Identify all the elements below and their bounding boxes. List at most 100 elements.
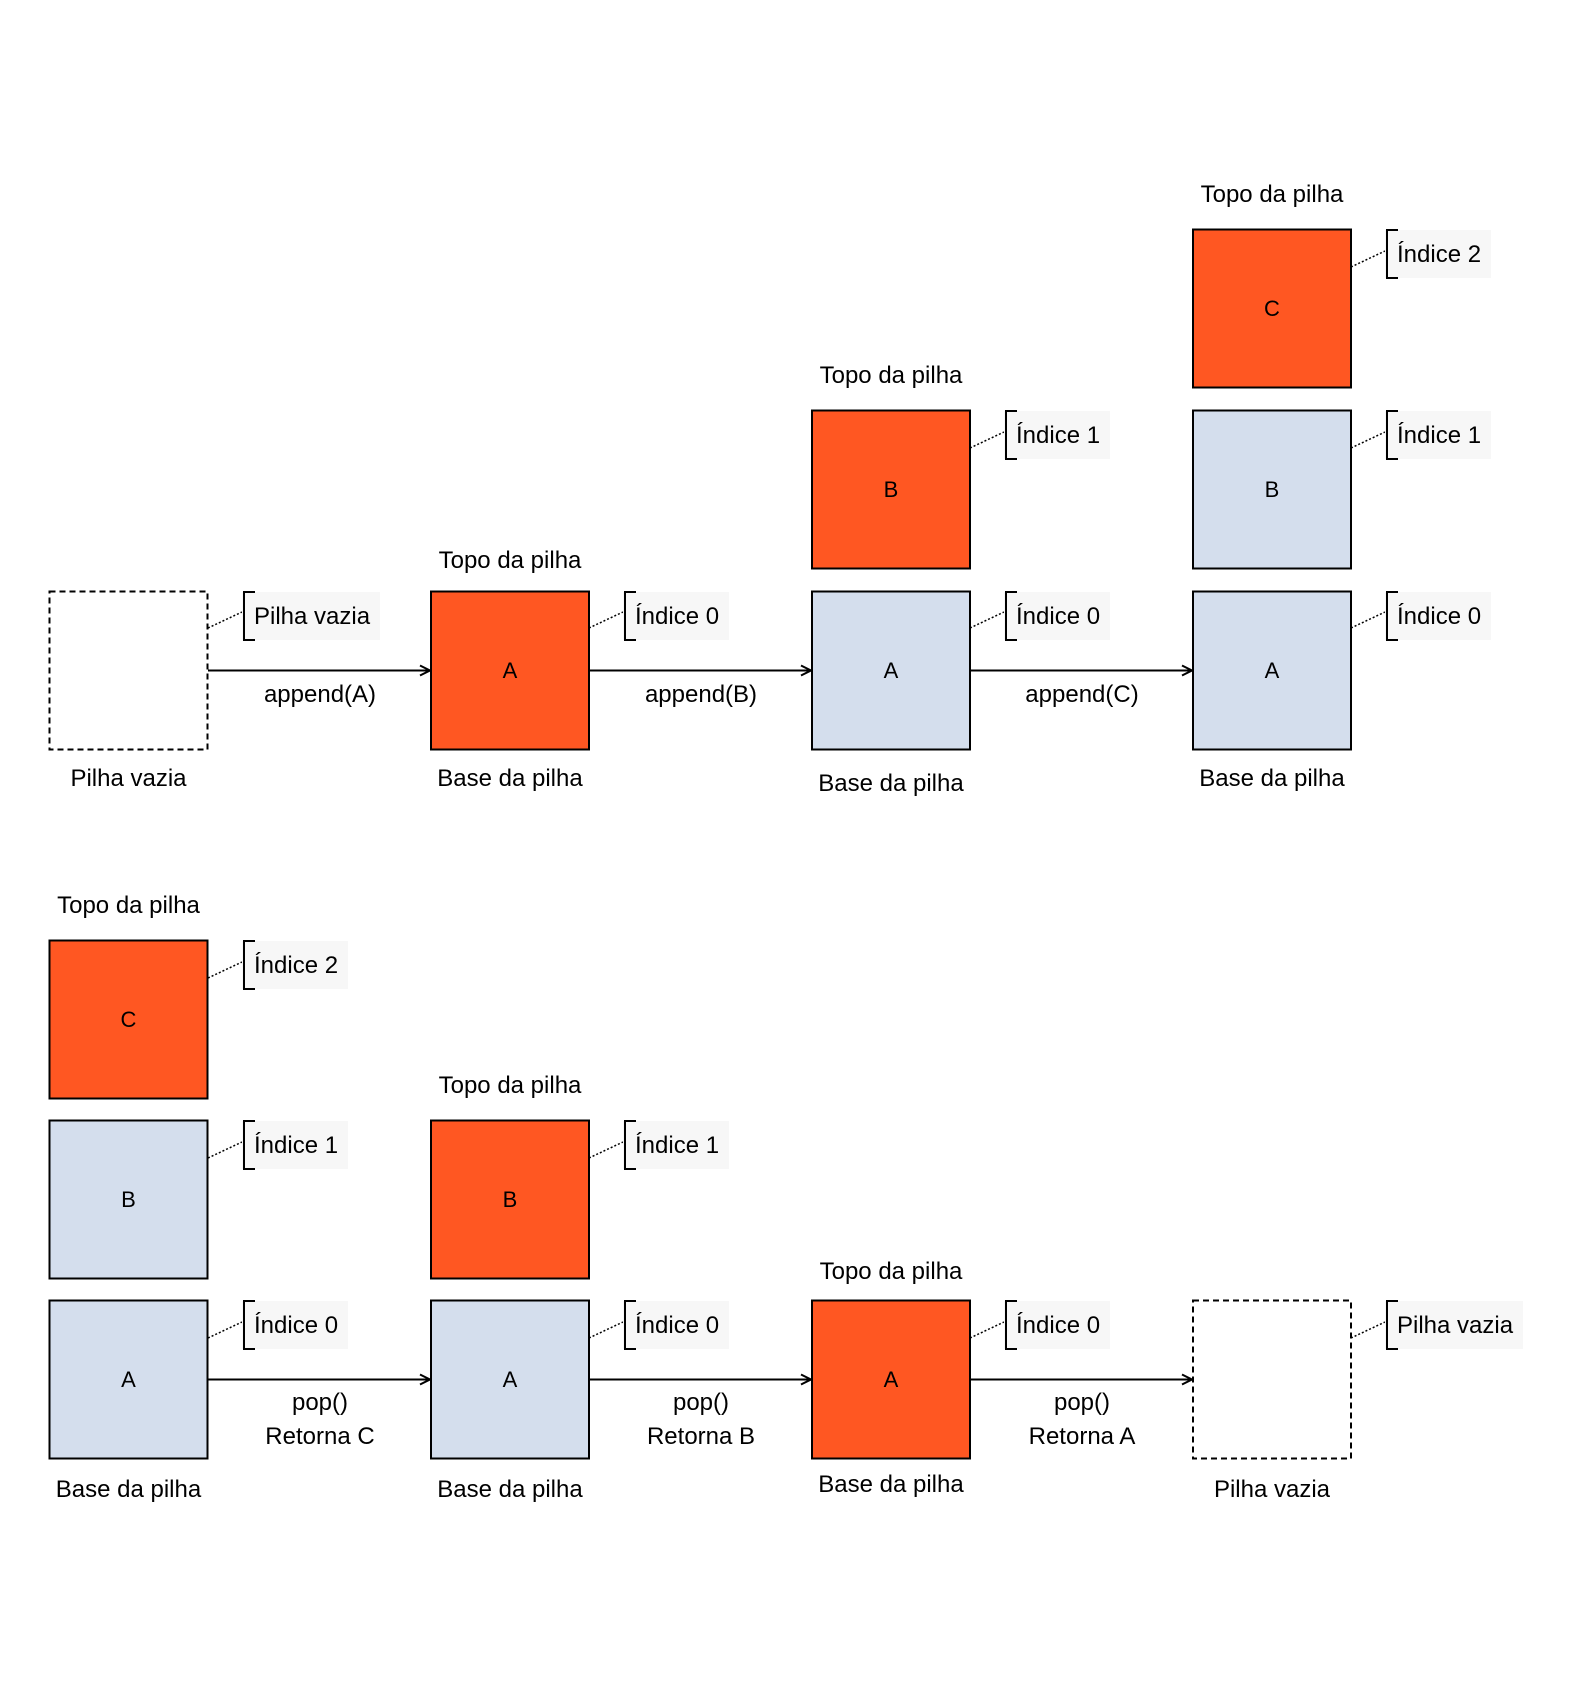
- stack-item-box: [430, 1119, 590, 1280]
- stack-item-value: A: [1265, 658, 1280, 683]
- stack-item-box: [811, 1299, 971, 1460]
- base-label: Base da pilha: [437, 1476, 583, 1503]
- note-connector: [1350, 1321, 1386, 1339]
- note-connector: [207, 611, 243, 629]
- top-label: Topo da pilha: [820, 362, 963, 389]
- note-background: [242, 592, 380, 640]
- stack-item-value: C: [1264, 296, 1280, 321]
- pop-arrow-2: pop() Retorna B: [589, 1380, 811, 1450]
- index-note: Índice 0: [207, 1300, 348, 1350]
- pop-stack-2: Topo da pilha B Índice 1 A Índic: [430, 1072, 729, 1503]
- note-connector: [207, 1141, 243, 1159]
- top-label: Topo da pilha: [439, 1072, 582, 1099]
- transition-label: pop(): [1054, 1389, 1110, 1416]
- note-bracket: [243, 1120, 255, 1170]
- index-note: Índice 1: [969, 410, 1110, 460]
- stack-item-box: [1192, 590, 1352, 751]
- empty-stack-note: Pilha vazia: [1350, 1300, 1523, 1350]
- push-stack-2: Topo da pilha B Índice 1 A Índic: [811, 362, 1110, 797]
- note-text: Índice 2: [1397, 241, 1481, 268]
- base-label: Base da pilha: [818, 770, 964, 797]
- note-connector: [1350, 611, 1386, 629]
- stack-item-box: [811, 590, 971, 751]
- push-empty-stack: Pilha vazia Pilha vazia: [48, 590, 380, 792]
- index-note: Índice 2: [207, 940, 348, 990]
- note-background: [242, 1121, 348, 1169]
- top-label: Topo da pilha: [439, 547, 582, 574]
- stack-item: C Índice 2: [48, 939, 348, 1100]
- note-bracket: [1386, 229, 1398, 279]
- note-connector: [207, 1321, 243, 1339]
- note-text: Índice 1: [254, 1132, 338, 1159]
- note-connector: [969, 611, 1005, 629]
- note-bracket: [243, 591, 255, 641]
- stack-item: A Índice 0: [811, 590, 1110, 751]
- stack-item-value: A: [121, 1367, 136, 1392]
- base-label: Base da pilha: [1199, 765, 1345, 792]
- stack-item: A Índice 0: [811, 1299, 1110, 1460]
- note-bracket: [243, 1300, 255, 1350]
- index-note: Índice 0: [969, 591, 1110, 641]
- empty-stack-box: [1192, 1299, 1352, 1460]
- stack-item: B Índice 1: [48, 1119, 348, 1280]
- index-note: Índice 0: [1350, 591, 1491, 641]
- note-background: [1004, 411, 1110, 459]
- index-note: Índice 1: [207, 1120, 348, 1170]
- note-bracket: [1386, 410, 1398, 460]
- note-bracket: [1386, 1300, 1398, 1350]
- pop-stack-1: Topo da pilha C Índice 2 B Índic: [48, 892, 348, 1503]
- stack-item-box: [48, 1119, 209, 1280]
- push-stack-3: Topo da pilha C Índice 2 B Índic: [1192, 181, 1491, 792]
- note-background: [1004, 1301, 1110, 1349]
- index-note: Índice 0: [969, 1300, 1110, 1350]
- note-text: Índice 0: [254, 1312, 338, 1339]
- transition-label: pop(): [292, 1389, 348, 1416]
- stack-item: B Índice 1: [811, 409, 1110, 570]
- base-label: Base da pilha: [818, 1471, 964, 1498]
- note-background: [623, 592, 729, 640]
- stack-item: A Índice 0: [48, 1299, 348, 1460]
- note-text: Índice 1: [635, 1132, 719, 1159]
- index-note: Índice 2: [1350, 229, 1491, 279]
- transition-label: append(B): [645, 681, 757, 708]
- stack-item-box: [48, 1299, 209, 1460]
- note-background: [1385, 1301, 1523, 1349]
- transition-label: append(A): [264, 681, 376, 708]
- stack-item: C Índice 2: [1192, 228, 1491, 389]
- stack-item: A Índice 0: [430, 590, 729, 751]
- stack-item-value: A: [503, 658, 518, 683]
- note-connector: [588, 1141, 624, 1159]
- top-label: Topo da pilha: [57, 892, 200, 919]
- push-stack-1: Topo da pilha A Índice 0 Base da pilha: [430, 547, 729, 792]
- note-text: Índice 0: [1016, 1312, 1100, 1339]
- stack-item-box: [1192, 228, 1352, 389]
- note-connector: [588, 611, 624, 629]
- note-connector: [1350, 250, 1386, 268]
- note-bracket: [243, 940, 255, 990]
- index-note: Índice 1: [588, 1120, 729, 1170]
- push-arrow-1: append(A): [208, 671, 430, 708]
- empty-stack-box: [48, 590, 209, 751]
- note-text: Índice 0: [1397, 603, 1481, 630]
- top-label: Topo da pilha: [820, 1258, 963, 1285]
- transition-result: Retorna A: [1029, 1423, 1136, 1450]
- pop-empty-stack: Pilha vazia Pilha vazia: [1192, 1299, 1523, 1503]
- note-text: Índice 0: [635, 603, 719, 630]
- note-connector: [588, 1321, 624, 1339]
- pop-arrow-3: pop() Retorna A: [970, 1380, 1192, 1450]
- note-text: Índice 2: [254, 952, 338, 979]
- index-note: Índice 0: [588, 591, 729, 641]
- note-background: [623, 1301, 729, 1349]
- stack-item: A Índice 0: [430, 1299, 729, 1460]
- base-label: Base da pilha: [437, 765, 583, 792]
- stack-item-box: [430, 590, 590, 751]
- empty-stack-note: Pilha vazia: [207, 591, 380, 641]
- note-background: [1385, 411, 1491, 459]
- note-text: Pilha vazia: [254, 603, 371, 630]
- note-text: Índice 0: [1016, 603, 1100, 630]
- push-arrow-3: append(C): [970, 671, 1192, 708]
- pop-row: Topo da pilha C Índice 2 B Índic: [48, 892, 1523, 1503]
- note-bracket: [624, 1120, 636, 1170]
- empty-stack-caption: Pilha vazia: [70, 765, 187, 792]
